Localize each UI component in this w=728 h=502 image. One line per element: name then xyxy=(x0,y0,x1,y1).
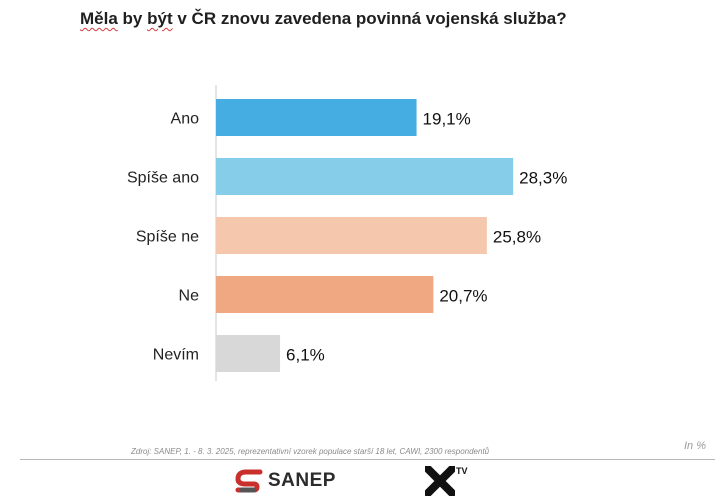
category-label: Spíše ano xyxy=(127,170,199,187)
title-word-mela: Měla xyxy=(80,9,118,28)
chart-title: Měla by být v ČR znovu zavedena povinná … xyxy=(80,9,567,29)
category-label: Nevím xyxy=(153,347,199,364)
data-label: 6,1% xyxy=(286,346,325,365)
category-label: Ano xyxy=(171,111,200,128)
unit-label: In % xyxy=(684,440,707,452)
title-word-byt: být xyxy=(147,9,173,28)
data-label: 20,7% xyxy=(439,287,487,306)
footer-divider xyxy=(20,459,715,460)
data-label: 19,1% xyxy=(423,110,471,129)
sanep-s-icon xyxy=(235,469,263,493)
x-icon xyxy=(422,463,458,499)
bar xyxy=(216,276,434,313)
data-label: 28,3% xyxy=(519,169,567,188)
xtv-logo-text: TV xyxy=(456,466,468,476)
data-label: 25,8% xyxy=(493,228,541,247)
xtv-logo: TV xyxy=(422,463,468,499)
sanep-logo: SANEP xyxy=(234,466,335,496)
source-note: Zdroj: SANEP, 1. - 8. 3. 2025, reprezent… xyxy=(131,447,490,456)
bar-chart: Ano 19,1% Spíše ano 28,3% Spíše ne 25,8% Ne 20,… xyxy=(127,85,567,381)
bar xyxy=(216,99,417,136)
bar xyxy=(216,335,281,372)
title-word-v: v xyxy=(177,9,187,28)
sanep-logo-text: SANEP xyxy=(268,470,336,491)
title-rest: ČR znovu zavedena povinná vojenská služb… xyxy=(191,9,567,28)
bar xyxy=(216,217,487,254)
category-label: Ne xyxy=(179,288,200,305)
category-label: Spíše ne xyxy=(136,229,199,246)
bar xyxy=(216,158,514,195)
bars-group: Ano 19,1% Spíše ano 28,3% Spíše ne 25,8% Ne 20,… xyxy=(127,99,567,372)
title-word-by: by xyxy=(122,9,143,28)
